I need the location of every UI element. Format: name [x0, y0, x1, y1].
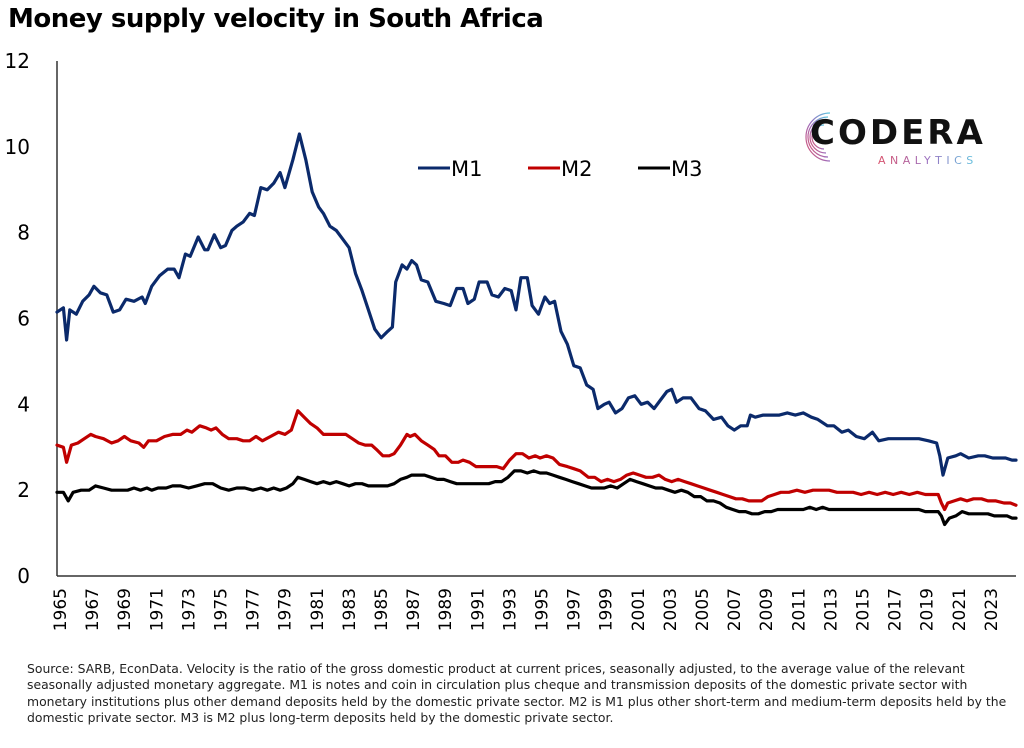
legend-label-m1: M1: [451, 157, 482, 181]
x-axis-ticks: 1965 1967 1969 1971 1973 1975 1977 1979 1981 1983…: [51, 588, 1002, 631]
x-tick-label: 1971: [147, 588, 167, 631]
x-tick-label: 2001: [629, 588, 649, 631]
y-tick-label: 4: [17, 392, 30, 416]
codera-logo: CODERA ANALYTICS: [794, 107, 994, 167]
series-group: [55, 132, 1018, 527]
logo-arc-icon: [805, 112, 831, 162]
x-tick-label: 1993: [500, 588, 520, 631]
x-tick-label: 1987: [404, 588, 424, 631]
y-tick-label: 8: [17, 221, 30, 245]
legend: M1 M2 M3: [418, 157, 702, 181]
x-tick-label: 2023: [982, 588, 1002, 631]
y-tick-label: 12: [5, 49, 30, 73]
x-tick-label: 2007: [725, 588, 745, 631]
x-tick-label: 1999: [597, 588, 617, 631]
x-tick-label: 1965: [51, 588, 71, 631]
x-tick-label: 2019: [918, 588, 938, 631]
y-tick-label: 6: [17, 307, 30, 331]
logo-subtitle: ANALYTICS: [878, 154, 978, 167]
series-line-m2: [55, 409, 1018, 512]
x-tick-label: 2005: [693, 588, 713, 631]
x-tick-label: 1973: [179, 588, 199, 631]
logo-wordmark: CODERA: [810, 113, 986, 153]
y-tick-label: 2: [17, 478, 30, 502]
x-tick-label: 1983: [340, 588, 360, 631]
x-tick-label: 1989: [436, 588, 456, 631]
x-tick-label: 1995: [533, 588, 553, 631]
x-tick-label: 1977: [244, 588, 264, 631]
x-tick-label: 1981: [308, 588, 328, 631]
y-tick-label: 0: [17, 564, 30, 588]
x-tick-label: 2003: [661, 588, 681, 631]
x-tick-label: 1991: [468, 588, 488, 631]
x-tick-label: 1969: [115, 588, 135, 631]
series-line-m1: [55, 132, 1018, 477]
x-tick-label: 2011: [789, 588, 809, 631]
y-tick-label: 10: [5, 135, 30, 159]
x-tick-label: 1985: [372, 588, 392, 631]
x-tick-label: 2015: [854, 588, 874, 631]
x-tick-label: 1967: [83, 588, 103, 631]
x-tick-label: 1997: [565, 588, 585, 631]
chart-title: Money supply velocity in South Africa: [8, 4, 544, 34]
x-tick-label: 2017: [886, 588, 906, 631]
source-note: Source: SARB, EconData. Velocity is the …: [27, 661, 1007, 726]
x-tick-label: 2013: [821, 588, 841, 631]
x-tick-label: 2009: [757, 588, 777, 631]
y-axis-ticks: 0 2 4 6 8 10 12: [5, 49, 30, 588]
x-tick-label: 1975: [212, 588, 232, 631]
legend-label-m3: M3: [671, 157, 702, 181]
legend-label-m2: M2: [561, 157, 592, 181]
series-line-m3: [55, 469, 1018, 527]
x-tick-label: 1979: [276, 588, 296, 631]
x-tick-label: 2021: [950, 588, 970, 631]
